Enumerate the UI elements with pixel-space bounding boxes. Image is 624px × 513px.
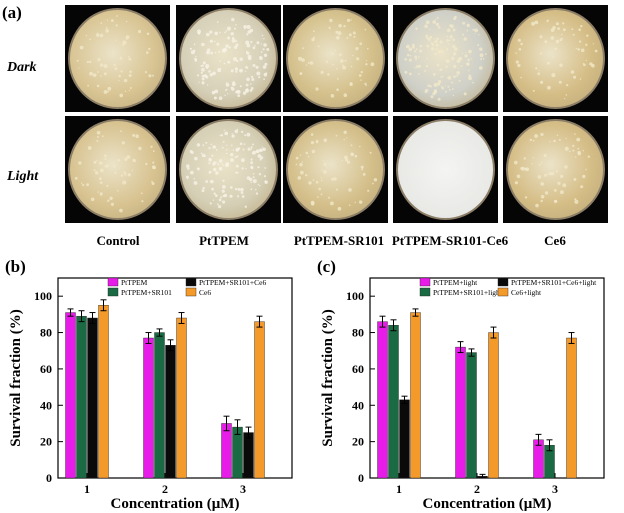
column-label-control: Control [96,233,140,248]
bar [76,315,87,479]
legend-label: Ce6+light [511,288,542,297]
legend-label: PtTPEM+light [433,278,478,287]
bar [399,399,410,479]
agar-plate [396,8,495,109]
legend-swatch [419,287,431,297]
legend-label: PtTPEM+SR101+Ce6 [199,278,266,287]
bar [455,346,466,479]
column-label-pttpem: PtTPEM [199,233,249,248]
row-label-dark: Dark [7,60,37,75]
y-tick-label: 40 [352,398,364,412]
petri-dish-light-pttpem-sr101-ce6 [393,116,498,223]
petri-dish-dark-pttpem [176,5,281,112]
petri-dish-dark-control [65,5,170,112]
x-tick-label: 2 [162,482,168,496]
legend-label: PtTPEM [121,278,148,287]
row-label-light: Light [7,169,39,184]
bar [154,332,165,479]
petri-dish-dark-ce6 [503,5,608,112]
bar [410,312,421,479]
petri-dish-light-ce6 [503,116,608,223]
legend-swatch [107,287,119,297]
bar [388,325,399,479]
x-axis-label: Concentration (μM) [423,496,552,512]
legend-label: PtTPEM+SR101+Ce6+light [511,278,597,287]
agar-plate [286,119,385,220]
panel-a-label: (a) [2,3,22,22]
bar [165,345,176,479]
petri-dish-light-control [65,116,170,223]
column-label-pttpem-sr101-ce6: PtTPEM-SR101-Ce6 [391,233,509,248]
y-tick-label: 80 [40,326,52,340]
column-label-ce6: Ce6 [544,233,566,248]
legend-swatch [419,277,431,287]
survival-chart-light: (c) 0 20 40 60 80 100 Survival fraction (%) Conc… [317,257,605,512]
y-tick-label: 20 [352,435,364,449]
bar [566,337,577,479]
survival-chart-dark: (b) 0 20 40 60 80 100 Survival fraction (%) Conc… [5,257,293,512]
x-axis-label: Concentration (μM) [111,496,240,512]
panel-label: (b) [5,257,26,276]
y-tick-label: 60 [352,362,364,376]
agar-plate [396,119,495,220]
bar [87,317,98,479]
y-tick-label: 60 [40,362,52,376]
legend-label: PtTPEM+SR101 [121,288,172,297]
bar [65,312,76,479]
agar-plate [286,8,385,109]
y-tick-label: 0 [46,471,52,485]
bar [98,305,109,479]
agar-plate [506,8,605,109]
bar [377,321,388,479]
legend-swatch [497,277,509,287]
petri-dish-light-pttpem [176,116,281,223]
legend-swatch [497,287,509,297]
bar [176,317,187,479]
y-tick-label: 40 [40,398,52,412]
column-label-pttpem-sr101: PtTPEM-SR101 [293,233,385,248]
petri-dish-dark-pttpem-sr101 [283,5,388,112]
agar-plate [506,119,605,220]
legend-swatch [107,277,119,287]
legend-label: Ce6 [199,288,211,297]
agar-plate [68,119,167,220]
legend-swatch [185,287,197,297]
y-axis-label: Survival fraction (%) [320,309,336,446]
y-tick-label: 0 [358,471,364,485]
petri-dish-dark-pttpem-sr101-ce6 [393,5,498,112]
petri-dish-light-pttpem-sr101 [283,116,388,223]
bar [143,337,154,479]
x-tick-label: 1 [396,482,402,496]
panel-label: (c) [317,257,336,276]
x-tick-label: 1 [84,482,90,496]
x-tick-label: 2 [474,482,480,496]
bar [466,352,477,479]
bar [243,432,254,479]
x-tick-label: 3 [240,482,246,496]
y-tick-label: 100 [346,289,364,303]
x-tick-label: 3 [552,482,558,496]
y-tick-label: 80 [352,326,364,340]
y-tick-label: 20 [40,435,52,449]
y-axis-label: Survival fraction (%) [8,309,24,446]
y-tick-label: 100 [34,289,52,303]
legend-swatch [185,277,197,287]
agar-plate [179,8,278,109]
bar [488,332,499,479]
agar-plate [179,119,278,220]
bar [254,321,265,479]
legend-label: PtTPEM+SR101+light [433,288,503,297]
agar-plate [68,8,167,109]
bar [221,423,232,479]
